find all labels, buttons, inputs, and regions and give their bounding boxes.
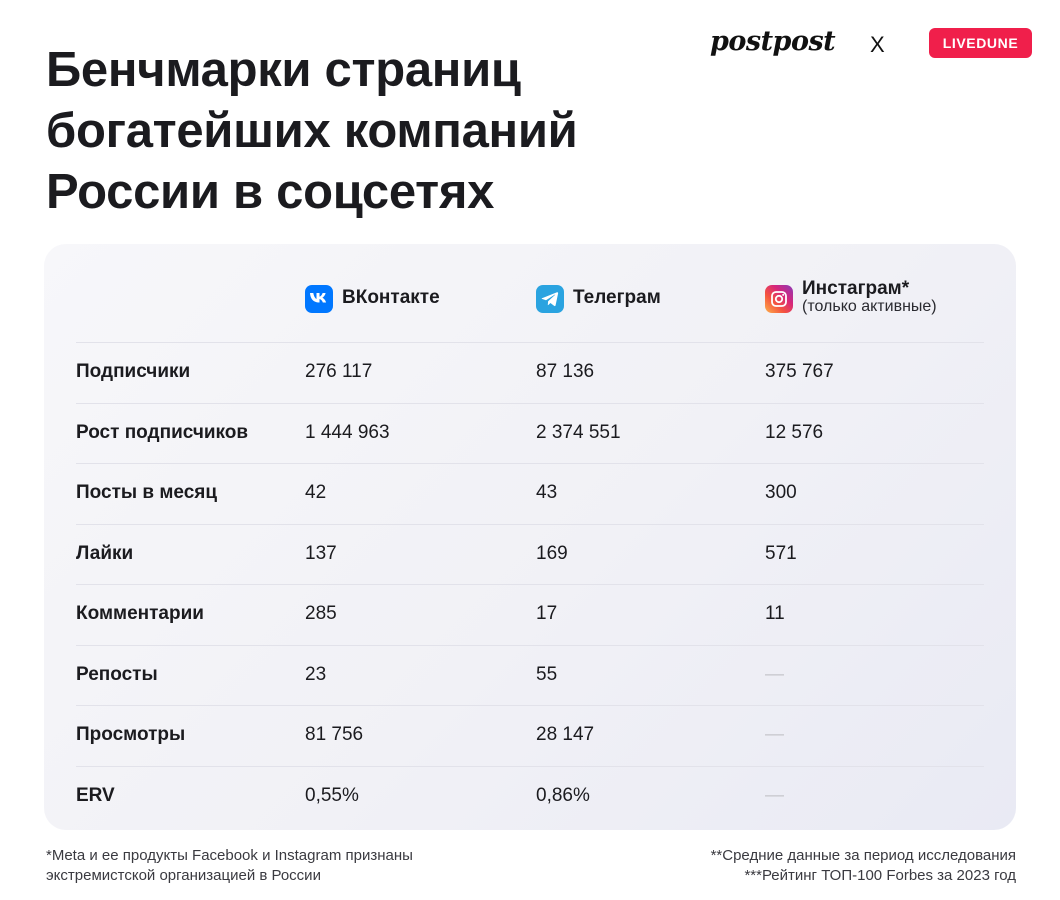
title-line: богатейших компаний <box>46 104 578 158</box>
row-label: Посты в месяц <box>76 482 218 503</box>
cell-instagram: 571 <box>765 542 797 564</box>
cell-vk: 276 117 <box>305 361 373 382</box>
cell-telegram: 2 374 551 <box>536 421 621 443</box>
footnote-line: *Meta и ее продукты Facebook и Instagram… <box>46 847 413 864</box>
cell-telegram: 55 <box>536 663 558 685</box>
cell-telegram: 17 <box>536 603 558 624</box>
row-label: Подписчики <box>76 361 191 382</box>
cell-vk: 81 756 <box>305 724 364 745</box>
row-label: Рост подписчиков <box>76 421 249 443</box>
row-label: ERV <box>76 784 115 806</box>
footnote-meta: *Meta и ее продукты Facebook и Instagram… <box>46 846 413 886</box>
cell-vk: 285 <box>305 603 337 624</box>
telegram-icon <box>536 285 564 313</box>
row-label: Комментарии <box>76 603 204 624</box>
cell-telegram: 87 136 <box>536 361 595 382</box>
cell-vk: 0,55% <box>305 784 359 806</box>
table-row: Комментарии 285 17 11 <box>76 584 984 645</box>
cell-vk: 23 <box>305 663 327 685</box>
cell-telegram: 169 <box>536 542 568 564</box>
cell-telegram: 28 147 <box>536 724 595 745</box>
collab-separator: X <box>870 32 885 57</box>
postpost-logo: postpost <box>710 26 836 57</box>
table-header: ВКонтакте Телеграм Инстаграм <box>44 244 1016 342</box>
cell-vk: 42 <box>305 482 327 503</box>
page-title: Бенчмарки страниц богатейших компаний Ро… <box>46 40 686 223</box>
cell-instagram: 300 <box>765 482 797 503</box>
footnote-line: ***Рейтинг ТОП-100 Forbes за 2023 год <box>744 867 1016 884</box>
cell-telegram: 43 <box>536 482 558 503</box>
cell-instagram: 11 <box>765 603 785 624</box>
benchmark-table: ВКонтакте Телеграм Инстаграм <box>44 244 1016 830</box>
instagram-icon <box>765 285 793 313</box>
cell-vk: 1 444 963 <box>305 421 390 443</box>
footnote-line: экстремистской организацией в России <box>46 867 321 884</box>
vk-icon <box>305 285 333 313</box>
cell-vk: 137 <box>305 542 337 564</box>
cell-instagram: 12 576 <box>765 421 824 443</box>
table-row: Просмотры 81 756 28 147 — <box>76 705 984 766</box>
table-row: ERV 0,55% 0,86% — <box>76 765 984 827</box>
platform-name: Инстаграм* <box>802 278 910 299</box>
footnote-sources: **Средние данные за период исследования … <box>711 846 1016 886</box>
column-header-instagram: Инстаграм* (только активные) <box>765 278 937 315</box>
table-row: Лайки 137 169 571 <box>76 523 984 585</box>
cell-instagram: — <box>765 784 784 806</box>
platform-note: (только активные) <box>802 298 937 315</box>
table-row: Подписчики 276 117 87 136 375 767 <box>76 342 984 403</box>
footnote-line: **Средние данные за период исследования <box>710 847 1016 864</box>
livedune-logo: LIVEDUNE <box>929 28 1032 58</box>
title-line: Бенчмарки страниц <box>46 43 521 97</box>
row-label: Просмотры <box>76 724 186 745</box>
table-row: Рост подписчиков 1 444 963 2 374 551 12 … <box>76 402 984 464</box>
cell-telegram: 0,86% <box>536 784 590 806</box>
cell-instagram: — <box>765 663 784 685</box>
row-label: Репосты <box>76 663 158 685</box>
row-label: Лайки <box>76 542 134 564</box>
platform-name: Телеграм <box>573 287 661 308</box>
column-header-telegram: Телеграм <box>536 284 661 313</box>
column-header-vk: ВКонтакте <box>305 284 440 313</box>
cell-instagram: 375 767 <box>765 361 834 382</box>
cell-instagram: — <box>765 724 784 745</box>
table-row: Репосты 23 55 — <box>76 644 984 706</box>
table-body: Подписчики 276 117 87 136 375 767 Рост п… <box>76 342 984 826</box>
platform-name: ВКонтакте <box>342 287 440 308</box>
table-row: Посты в месяц 42 43 300 <box>76 463 984 524</box>
title-line: России в соцсетях <box>46 165 495 219</box>
